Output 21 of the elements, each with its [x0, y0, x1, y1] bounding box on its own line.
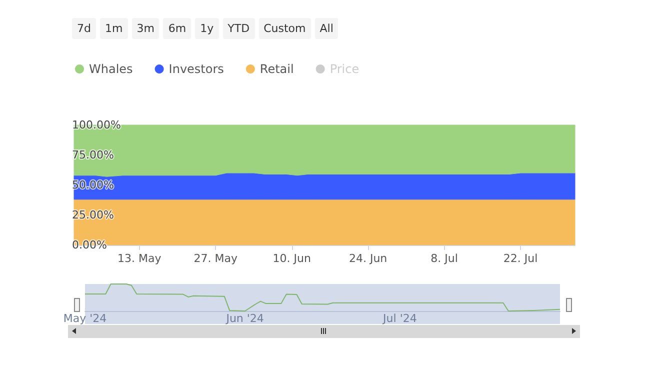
text: 7d — [72, 18, 96, 39]
x-tick-label: 22. Jul — [503, 252, 538, 265]
text: 1m — [100, 18, 128, 39]
text: All — [314, 18, 338, 39]
x-tick-label: Jun '24 — [225, 312, 264, 325]
x-tick-label: 8. Jul — [430, 252, 458, 265]
text: Custom — [258, 18, 311, 39]
y-tick-label: 0.00% — [72, 238, 107, 252]
text: 6m — [163, 18, 192, 39]
text: YTD — [222, 18, 255, 39]
x-tick-label: Jul '24 — [382, 312, 417, 325]
x-tick-label: 13. May — [117, 252, 162, 265]
x-tick-label: May '24 — [63, 312, 107, 325]
text: 1y — [195, 18, 219, 39]
legend-label: Retail — [260, 62, 294, 76]
x-tick-label: 10. Jun — [272, 252, 311, 265]
x-tick-label: 27. May — [194, 252, 238, 265]
x-tick-label: 24. Jun — [348, 252, 388, 265]
legend-label: Whales — [89, 62, 133, 76]
legend-label: Investors — [168, 62, 224, 76]
text: 3m — [132, 18, 160, 39]
